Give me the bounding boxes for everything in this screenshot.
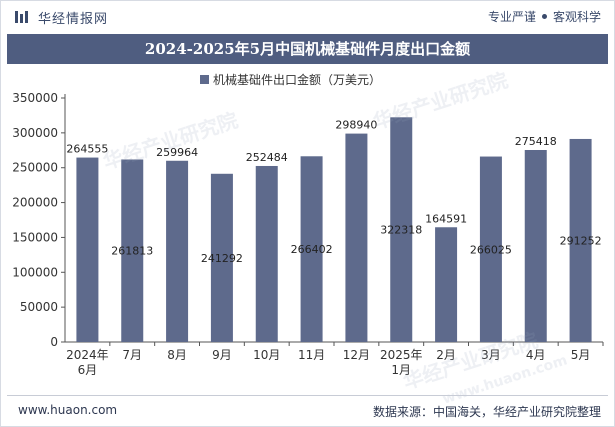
brand-name: 华经情报网: [38, 12, 109, 27]
x-tick-label: 4月: [526, 348, 546, 362]
x-tick-label: 7月: [122, 348, 142, 362]
y-tick-label: 350000: [12, 91, 58, 105]
x-tick-label: 3月: [481, 348, 501, 362]
site-url: www.huaon.com: [18, 403, 118, 417]
bar: [345, 133, 368, 342]
data-label: 241292: [201, 252, 243, 265]
bar: [76, 157, 99, 342]
footer: www.huaon.com 数据来源：中国海关，华经产业研究院整理: [0, 395, 615, 427]
bar: [569, 138, 592, 342]
bar: [435, 227, 458, 342]
data-label: 298940: [335, 119, 377, 132]
title-bar: 2024-2025年5月中国机械基础件月度出口金额: [7, 34, 608, 64]
chart-title: 2024-2025年5月中国机械基础件月度出口金额: [144, 40, 471, 58]
data-label: 291252: [560, 234, 602, 247]
bar: [524, 149, 547, 342]
x-tick-label: 6月: [78, 363, 98, 377]
x-tick-label: 8月: [167, 348, 187, 362]
y-tick-label: 50000: [20, 300, 58, 314]
data-label: 252484: [246, 151, 288, 164]
data-source: 数据来源：中国海关，华经产业研究院整理: [372, 405, 601, 419]
x-tick-label: 9月: [212, 348, 232, 362]
bar: [121, 159, 144, 342]
x-tick-label: 2024年: [66, 348, 109, 362]
y-tick-label: 200000: [12, 196, 58, 210]
separator-dot: [541, 14, 547, 19]
bar: [210, 173, 233, 342]
top-bar: 华经情报网 专业严谨 客观科学: [0, 0, 615, 34]
x-tick-label: 11月: [298, 348, 325, 362]
tagline-right: 客观科学: [552, 10, 601, 24]
footer-divider: [7, 395, 608, 396]
y-tick-label: 0: [50, 335, 58, 349]
x-tick-label: 2025年: [380, 348, 423, 362]
data-label: 266025: [470, 243, 512, 256]
x-tick-label: 10月: [253, 348, 280, 362]
bar-chart: 机械基础件出口金额（万美元） 0 50000 100000 150000 200000 25…: [12, 72, 604, 377]
x-tick-label: 12月: [343, 348, 370, 362]
legend-label: 机械基础件出口金额（万美元）: [213, 72, 381, 87]
tagline-left: 专业严谨: [487, 10, 536, 24]
data-label: 264555: [66, 143, 108, 156]
bar: [255, 165, 278, 342]
x-tick-label: 2月: [436, 348, 456, 362]
bar: [300, 156, 323, 342]
data-label: 266402: [291, 243, 333, 256]
y-tick-label: 250000: [12, 161, 58, 175]
y-tick-label: 100000: [12, 265, 58, 279]
huajing-logo-icon: [15, 11, 28, 23]
y-tick-label: 300000: [12, 126, 58, 140]
x-tick-label: 1月: [391, 363, 411, 377]
legend-swatch: [200, 75, 209, 84]
bar: [390, 117, 413, 342]
data-label: 261813: [111, 245, 153, 258]
x-tick-label: 5月: [571, 348, 591, 362]
data-label: 164591: [425, 212, 467, 225]
data-label: 259964: [156, 146, 198, 159]
data-label: 275418: [515, 135, 557, 148]
bar: [166, 160, 189, 342]
tagline: 专业严谨 客观科学: [488, 8, 601, 25]
y-tick-label: 150000: [12, 230, 58, 244]
bar: [479, 156, 502, 342]
data-label: 322318: [380, 224, 422, 237]
